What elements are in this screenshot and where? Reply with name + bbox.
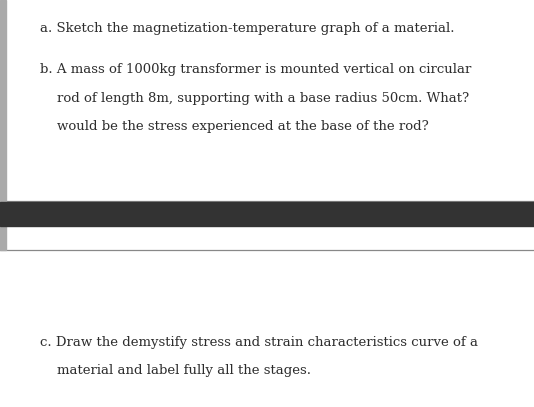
- Text: a. Sketch the magnetization-temperature graph of a material.: a. Sketch the magnetization-temperature …: [40, 22, 454, 35]
- Text: would be the stress experienced at the base of the rod?: would be the stress experienced at the b…: [40, 120, 429, 133]
- Text: material and label fully all the stages.: material and label fully all the stages.: [40, 364, 311, 377]
- Text: rod of length 8m, supporting with a base radius 50cm. What?: rod of length 8m, supporting with a base…: [40, 92, 469, 105]
- Text: b. A mass of 1000kg transformer is mounted vertical on circular: b. A mass of 1000kg transformer is mount…: [40, 63, 472, 76]
- Bar: [0, 0, 6, 250]
- Text: c. Draw the demystify stress and strain characteristics curve of a: c. Draw the demystify stress and strain …: [40, 336, 478, 349]
- Bar: [0, 202, 534, 226]
